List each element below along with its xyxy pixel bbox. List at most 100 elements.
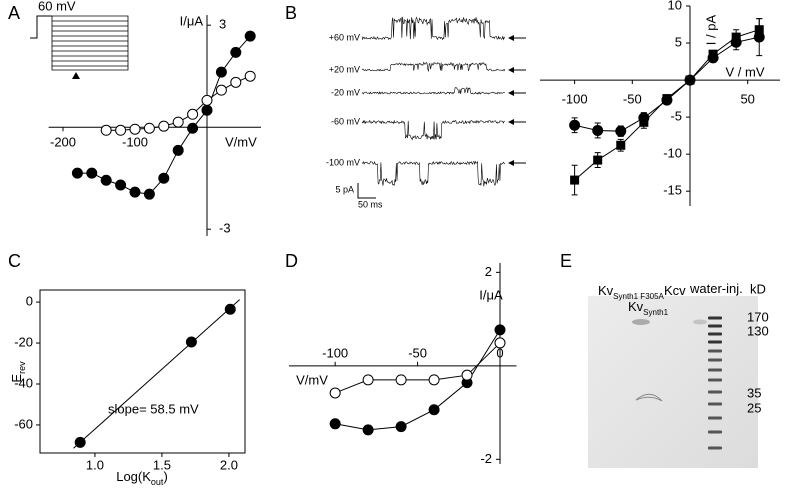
- ladder-band: [708, 430, 722, 434]
- panel-letter: C: [8, 251, 21, 271]
- lane-label-part: Synth1: [643, 308, 668, 317]
- marker: [244, 30, 256, 42]
- marker: [187, 122, 199, 134]
- x-axis-label-part: ): [163, 469, 167, 484]
- x-tick-label: 1.5: [153, 457, 171, 472]
- lane-label: KvSynth1 F305A: [598, 283, 665, 300]
- y-tick-label: 0: [26, 294, 33, 309]
- plot-frame: [39, 289, 246, 454]
- marker: [158, 172, 170, 184]
- marker: [362, 424, 374, 436]
- y-tick-label: 2: [485, 264, 492, 279]
- y-axis-label: I/μA: [180, 13, 204, 28]
- x-tick-label: -100: [562, 92, 588, 107]
- lane-label: Kcv: [664, 283, 686, 298]
- marker: [158, 120, 170, 132]
- marker: [115, 179, 127, 191]
- ladder-band: [708, 402, 722, 406]
- ladder-band: [708, 446, 722, 450]
- x-axis-label-part: Log(K: [116, 469, 151, 484]
- y-tick-label: -5: [670, 109, 682, 124]
- marker: [708, 49, 718, 59]
- series-line: [335, 329, 501, 431]
- current-trace: [361, 16, 506, 41]
- marker-label: 130: [747, 323, 769, 338]
- x-axis-label-part: out: [151, 477, 164, 487]
- marker: [461, 369, 473, 381]
- trace-arrow-head: [508, 119, 514, 125]
- x-axis-label: V/mV: [296, 372, 328, 387]
- protocol-inset: 60 mV: [30, 0, 129, 79]
- current-trace: [361, 86, 505, 95]
- marker: [754, 25, 764, 35]
- y-tick-label: -60: [14, 416, 33, 431]
- marker: [494, 337, 506, 349]
- unit-label: kD: [750, 281, 766, 296]
- y-axis-label: I / pA: [703, 15, 718, 46]
- trace-arrow-head: [508, 67, 514, 73]
- marker: [74, 436, 86, 448]
- marker: [215, 66, 227, 78]
- marker: [115, 124, 127, 136]
- y-axis-label: Erev: [9, 361, 27, 383]
- lane-label-part: Synth1 F305A: [613, 292, 664, 301]
- y-axis-label-part: rev: [17, 361, 27, 374]
- protein-band: [635, 393, 663, 402]
- x-tick-label: -50: [623, 92, 642, 107]
- trace-arrow-head: [508, 160, 514, 166]
- lane-label-part: Kv: [628, 299, 644, 314]
- marker: [172, 144, 184, 156]
- marker: [100, 124, 112, 136]
- y-tick-label: 5: [675, 34, 682, 49]
- marker: [215, 84, 227, 96]
- marker: [569, 119, 581, 131]
- ladder-band: [708, 324, 722, 328]
- marker: [143, 188, 155, 200]
- trace-label: -100 mV: [326, 157, 360, 167]
- ladder-band: [708, 390, 722, 394]
- trace-arrow-head: [508, 90, 514, 96]
- x-axis-label: Log(Kout): [116, 469, 168, 487]
- y-tick-label: 3: [219, 17, 226, 32]
- marker: [187, 108, 199, 120]
- trace-label: -20 mV: [331, 87, 360, 97]
- ladder-band: [708, 349, 722, 353]
- marker: [615, 125, 627, 137]
- trace-label: +20 mV: [329, 64, 360, 74]
- panel-letter: E: [560, 251, 572, 271]
- marker: [362, 374, 374, 386]
- marker: [100, 174, 112, 186]
- marker: [428, 404, 440, 416]
- series-line: [77, 35, 251, 195]
- x-tick-label: -100: [322, 345, 348, 360]
- fit-line: [73, 299, 240, 449]
- marker: [616, 140, 626, 150]
- protocol-label: 60 mV: [38, 0, 76, 13]
- ladder-band: [708, 416, 722, 420]
- lane-label-part: Kcv: [664, 283, 686, 298]
- panel-letter: D: [285, 251, 298, 271]
- marker: [662, 94, 672, 104]
- series-line: [574, 36, 760, 132]
- x-tick-label: -50: [408, 345, 427, 360]
- current-trace: [361, 61, 506, 73]
- x-tick-label: -200: [50, 135, 76, 150]
- marker: [428, 374, 440, 386]
- marker: [639, 117, 649, 127]
- y-tick-label: -2: [480, 451, 492, 466]
- ladder-band: [708, 316, 722, 320]
- marker-label: 35: [747, 385, 761, 400]
- series-line: [334, 342, 501, 394]
- marker: [570, 175, 580, 185]
- lane-label-part: water-inj.: [689, 281, 743, 296]
- marker: [685, 75, 695, 85]
- y-tick-label: -3: [219, 221, 231, 236]
- marker: [201, 94, 213, 106]
- marker-label: 25: [747, 400, 761, 415]
- marker: [329, 418, 341, 430]
- marker: [129, 123, 141, 135]
- marker: [129, 186, 141, 198]
- marker: [86, 167, 98, 179]
